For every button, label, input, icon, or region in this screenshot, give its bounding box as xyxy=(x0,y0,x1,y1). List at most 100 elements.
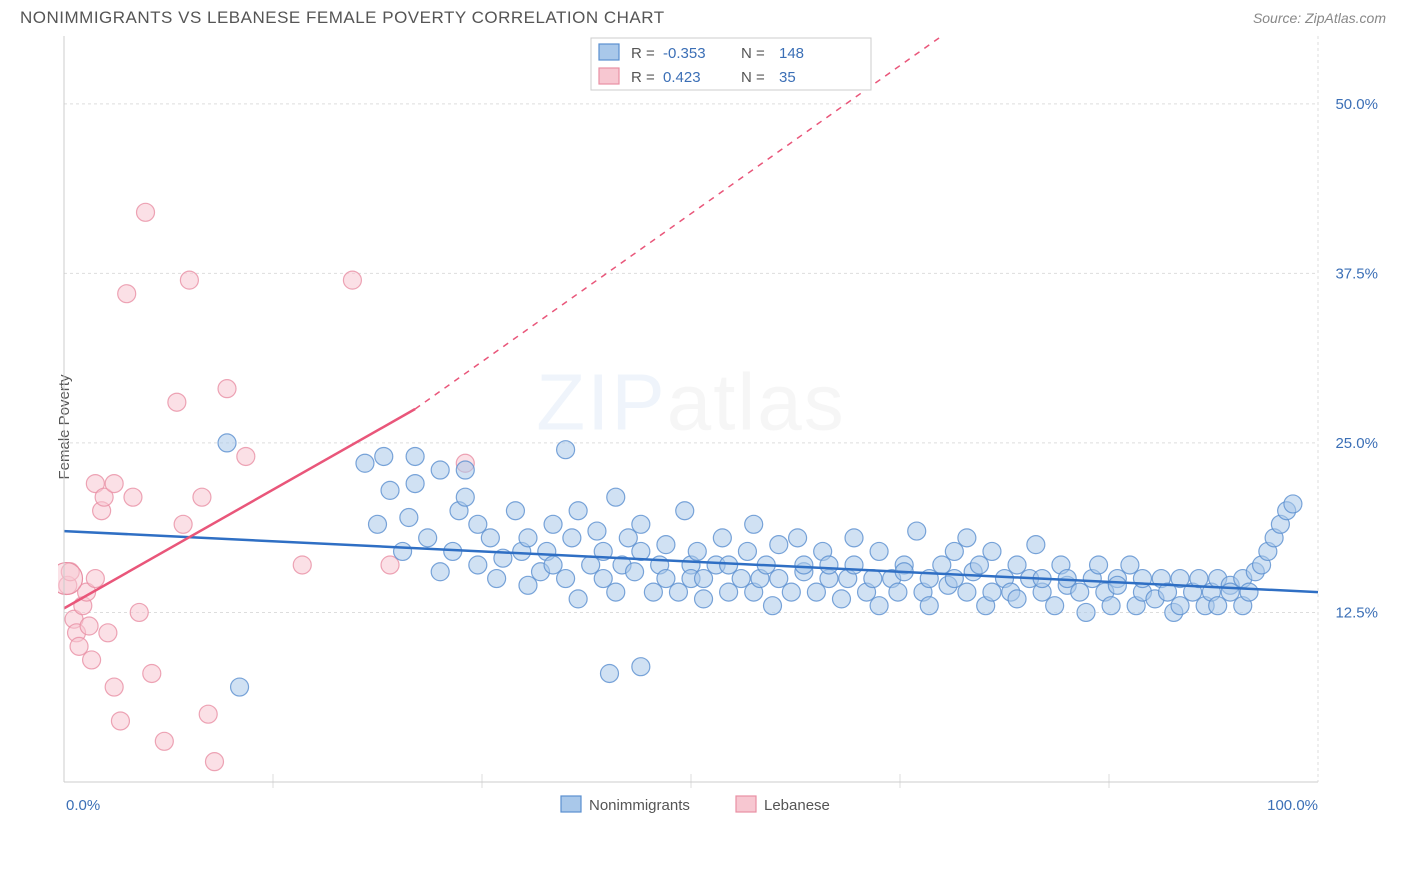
point-lebanese xyxy=(80,617,98,635)
stats-r-value: -0.353 xyxy=(663,45,706,62)
point-nonimmigrants xyxy=(676,502,694,520)
point-nonimmigrants xyxy=(563,529,581,547)
point-lebanese xyxy=(124,488,142,506)
point-lebanese xyxy=(174,515,192,533)
stats-n-value: 148 xyxy=(779,45,804,62)
point-nonimmigrants xyxy=(870,597,888,615)
y-tick-label: 50.0% xyxy=(1335,96,1378,113)
legend-label: Lebanese xyxy=(764,797,830,814)
point-nonimmigrants xyxy=(469,556,487,574)
point-nonimmigrants xyxy=(688,542,706,560)
point-nonimmigrants xyxy=(375,447,393,465)
point-nonimmigrants xyxy=(431,461,449,479)
stats-n-label: N = xyxy=(741,45,765,62)
point-nonimmigrants xyxy=(481,529,499,547)
point-nonimmigrants xyxy=(600,664,618,682)
point-lebanese xyxy=(130,603,148,621)
point-nonimmigrants xyxy=(870,542,888,560)
stats-swatch xyxy=(599,68,619,84)
point-lebanese xyxy=(180,271,198,289)
point-lebanese xyxy=(237,447,255,465)
point-nonimmigrants xyxy=(607,583,625,601)
point-lebanese xyxy=(193,488,211,506)
point-nonimmigrants xyxy=(1008,590,1026,608)
point-nonimmigrants xyxy=(908,522,926,540)
point-nonimmigrants xyxy=(713,529,731,547)
stats-n-label: N = xyxy=(741,69,765,86)
point-nonimmigrants xyxy=(889,583,907,601)
trendline-lebanese xyxy=(64,409,415,608)
point-nonimmigrants xyxy=(231,678,249,696)
point-nonimmigrants xyxy=(845,529,863,547)
point-nonimmigrants xyxy=(400,509,418,527)
point-lebanese xyxy=(205,753,223,771)
point-nonimmigrants xyxy=(1027,536,1045,554)
point-nonimmigrants xyxy=(544,515,562,533)
point-lebanese xyxy=(86,570,104,588)
point-nonimmigrants xyxy=(456,488,474,506)
point-nonimmigrants xyxy=(1102,597,1120,615)
point-nonimmigrants xyxy=(632,515,650,533)
point-nonimmigrants xyxy=(789,529,807,547)
point-lebanese xyxy=(105,678,123,696)
point-nonimmigrants xyxy=(695,590,713,608)
point-nonimmigrants xyxy=(832,590,850,608)
point-lebanese xyxy=(343,271,361,289)
point-nonimmigrants xyxy=(1284,495,1302,513)
point-nonimmigrants xyxy=(958,583,976,601)
point-nonimmigrants xyxy=(820,556,838,574)
point-nonimmigrants xyxy=(218,434,236,452)
y-tick-label: 12.5% xyxy=(1335,604,1378,621)
point-lebanese xyxy=(218,380,236,398)
point-nonimmigrants xyxy=(519,529,537,547)
point-lebanese xyxy=(118,285,136,303)
point-lebanese xyxy=(105,475,123,493)
point-lebanese xyxy=(155,732,173,750)
point-lebanese xyxy=(83,651,101,669)
point-lebanese xyxy=(168,393,186,411)
point-nonimmigrants xyxy=(506,502,524,520)
stats-n-value: 35 xyxy=(779,69,796,86)
legend-swatch xyxy=(736,796,756,812)
x-tick-label: 0.0% xyxy=(66,797,100,814)
point-nonimmigrants xyxy=(569,502,587,520)
point-nonimmigrants xyxy=(782,583,800,601)
stats-r-label: R = xyxy=(631,69,655,86)
y-tick-label: 25.0% xyxy=(1335,435,1378,452)
trendline-lebanese-extrapolated xyxy=(415,36,942,409)
point-nonimmigrants xyxy=(632,658,650,676)
point-lebanese xyxy=(99,624,117,642)
point-nonimmigrants xyxy=(958,529,976,547)
point-nonimmigrants xyxy=(406,475,424,493)
legend-label: Nonimmigrants xyxy=(589,797,690,814)
point-nonimmigrants xyxy=(626,563,644,581)
point-nonimmigrants xyxy=(1077,603,1095,621)
point-lebanese xyxy=(137,203,155,221)
point-nonimmigrants xyxy=(864,570,882,588)
point-nonimmigrants xyxy=(381,481,399,499)
stats-r-value: 0.423 xyxy=(663,69,701,86)
point-nonimmigrants xyxy=(795,556,813,574)
scatter-plot: ZIPatlas12.5%25.0%37.5%50.0%0.0%100.0%R … xyxy=(58,32,1386,822)
point-nonimmigrants xyxy=(920,597,938,615)
point-nonimmigrants xyxy=(456,461,474,479)
point-nonimmigrants xyxy=(657,536,675,554)
chart-title: NONIMMIGRANTS VS LEBANESE FEMALE POVERTY… xyxy=(20,8,665,28)
point-nonimmigrants xyxy=(770,536,788,554)
point-lebanese xyxy=(199,705,217,723)
point-nonimmigrants xyxy=(569,590,587,608)
point-lebanese xyxy=(293,556,311,574)
point-nonimmigrants xyxy=(406,447,424,465)
x-tick-label: 100.0% xyxy=(1267,797,1318,814)
point-nonimmigrants xyxy=(983,542,1001,560)
point-nonimmigrants xyxy=(588,522,606,540)
point-lebanese xyxy=(143,664,161,682)
point-nonimmigrants xyxy=(1046,597,1064,615)
stats-r-label: R = xyxy=(631,45,655,62)
point-nonimmigrants xyxy=(369,515,387,533)
point-nonimmigrants xyxy=(557,441,575,459)
point-nonimmigrants xyxy=(356,454,374,472)
point-nonimmigrants xyxy=(845,556,863,574)
point-nonimmigrants xyxy=(488,570,506,588)
stats-swatch xyxy=(599,44,619,60)
